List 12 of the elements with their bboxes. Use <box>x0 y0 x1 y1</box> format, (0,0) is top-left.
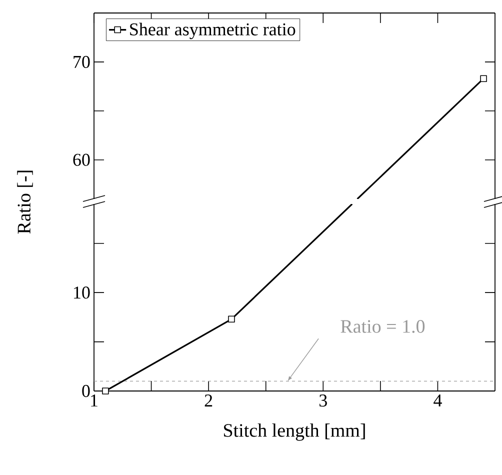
y-tick-label: 60 <box>73 154 90 166</box>
y-tick-label: 70 <box>74 56 90 68</box>
legend-label: Shear asymmetric ratio <box>130 22 296 40</box>
x-tick-label: 3 <box>320 394 327 407</box>
y-tick-label: 10 <box>74 286 90 299</box>
x-tick-label: 2 <box>204 394 212 406</box>
y-axis-title: Ratio [-] <box>17 170 33 234</box>
y-tick-label: 0 <box>82 384 90 398</box>
ref-line-label: Ratio = 1.0 <box>340 320 425 333</box>
x-tick-label: 4 <box>434 394 442 406</box>
x-axis-title: Stitch length [mm] <box>224 424 365 441</box>
x-tick-label: 1 <box>91 394 98 406</box>
